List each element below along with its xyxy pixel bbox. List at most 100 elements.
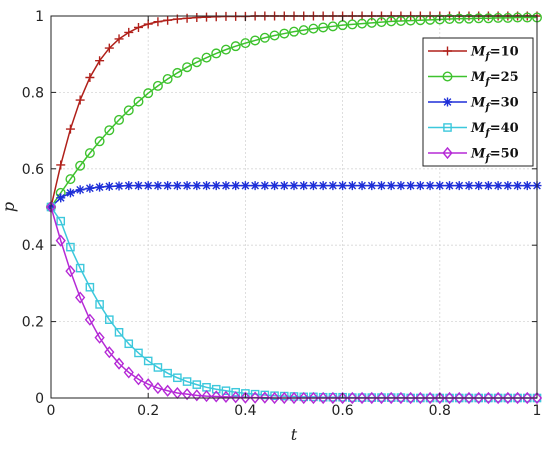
data-point <box>104 43 114 53</box>
x-tick-label: 0.6 <box>331 403 353 419</box>
data-point <box>318 391 329 405</box>
data-point <box>483 13 494 24</box>
axis-ticks: 0 0.2 0.4 0.6 0.8 1 0 0.2 0.4 0.6 0.8 1 <box>22 9 542 419</box>
legend-swatch-marker <box>443 46 452 56</box>
data-point <box>513 181 523 191</box>
data-point <box>483 391 494 405</box>
data-point <box>163 15 173 25</box>
data-point <box>201 390 212 403</box>
data-point <box>327 391 338 405</box>
data-point <box>202 181 212 191</box>
data-point <box>386 391 397 405</box>
data-point <box>376 181 386 191</box>
legend: Mf=10 Mf=25 Mf=30 Mf=40 Mf=50 <box>422 37 534 167</box>
data-point <box>260 181 270 191</box>
x-tick-label: 0.8 <box>429 403 451 419</box>
data-point <box>172 67 183 78</box>
data-point <box>474 181 484 191</box>
data-point <box>395 15 406 26</box>
data-point <box>65 174 76 185</box>
data-point <box>231 181 241 191</box>
data-point <box>152 80 163 91</box>
data-point <box>289 26 300 37</box>
y-tick-label: 1 <box>35 9 44 25</box>
x-tick-label: 0 <box>47 403 56 419</box>
data-point <box>434 14 445 25</box>
data-point <box>133 181 143 191</box>
data-point <box>299 181 309 191</box>
legend-label: Mf=50 <box>470 147 519 165</box>
data-point <box>65 265 76 278</box>
data-point <box>124 339 134 349</box>
data-point <box>211 384 221 394</box>
data-point <box>425 181 435 191</box>
x-axis-label: t <box>291 425 298 444</box>
legend-label: Mf=40 <box>470 121 519 139</box>
data-point <box>211 48 222 59</box>
data-point <box>182 13 192 23</box>
data-point <box>202 12 212 22</box>
data-point <box>454 181 464 191</box>
data-point <box>84 313 95 326</box>
data-point <box>337 391 348 405</box>
series-5 <box>45 200 543 405</box>
data-point <box>192 13 202 23</box>
data-point <box>279 391 290 405</box>
data-point <box>531 391 543 405</box>
data-point <box>153 17 163 27</box>
data-point <box>386 181 396 191</box>
data-point <box>85 73 95 83</box>
data-point <box>512 391 523 405</box>
data-point <box>502 12 513 23</box>
data-point <box>143 378 154 391</box>
data-point <box>153 181 163 191</box>
data-point <box>289 181 299 191</box>
data-point <box>434 391 445 405</box>
data-point <box>395 391 407 405</box>
data-point <box>162 74 173 85</box>
y-axis-label: p <box>0 202 18 212</box>
data-point <box>240 38 251 49</box>
legend-item: Mf=50 <box>428 147 519 165</box>
data-point <box>415 181 425 191</box>
y-tick-label: 0.2 <box>22 315 44 331</box>
data-point <box>221 181 231 191</box>
data-point <box>104 125 115 136</box>
data-point <box>182 377 192 386</box>
data-point <box>279 28 290 39</box>
data-point <box>84 148 95 159</box>
data-point <box>75 185 85 195</box>
data-point <box>493 391 504 405</box>
data-point <box>95 182 105 192</box>
data-point <box>191 57 202 68</box>
data-point <box>114 327 124 337</box>
data-point <box>75 160 86 171</box>
data-point <box>483 181 493 191</box>
series-2 <box>46 12 543 212</box>
data-point <box>162 384 173 397</box>
data-point <box>259 391 270 404</box>
data-point <box>181 388 193 401</box>
data-point <box>435 181 445 191</box>
data-point <box>56 193 66 203</box>
data-point <box>94 136 105 147</box>
data-point <box>366 391 377 405</box>
data-point <box>65 124 75 134</box>
data-point <box>56 160 66 170</box>
data-point <box>259 32 270 43</box>
x-tick-label: 1 <box>533 403 542 419</box>
legend-label: Mf=25 <box>470 70 519 88</box>
data-point <box>318 181 328 191</box>
data-point <box>454 13 465 24</box>
data-point <box>123 366 134 379</box>
legend-swatch-marker <box>443 123 452 132</box>
data-point <box>366 17 377 28</box>
data-point <box>134 348 143 358</box>
data-point <box>493 181 503 191</box>
data-point <box>260 390 270 400</box>
data-point <box>444 14 455 25</box>
data-point <box>221 386 231 396</box>
data-point <box>201 52 212 63</box>
data-point <box>163 181 173 191</box>
series-line <box>50 206 537 399</box>
